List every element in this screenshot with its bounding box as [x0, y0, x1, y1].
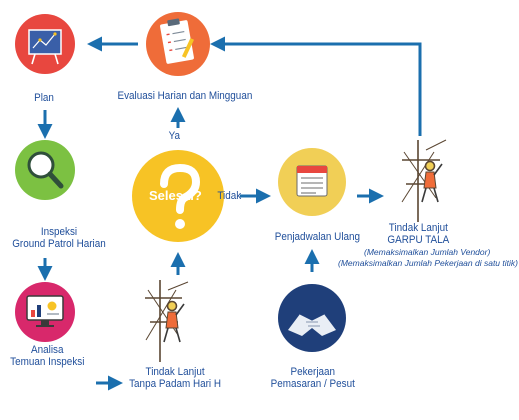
garpu-note-vendor: (Memaksimalkan Jumlah Vendor) — [364, 247, 491, 257]
pekerjaan-label: Pekerjaan Pemasaran / Pesut — [271, 366, 355, 390]
garpu-label: Tindak Lanjut GARPU TALA — [387, 222, 449, 246]
penjadwalan-node — [278, 148, 346, 216]
analisa-label-line2: Temuan Inspeksi — [10, 356, 85, 368]
evaluasi-label: Evaluasi Harian dan Mingguan — [117, 90, 253, 102]
lineman-tower-icon — [145, 280, 189, 362]
calendar-note-icon — [296, 165, 328, 197]
penjadwalan-label: Penjadwalan Ulang — [274, 231, 361, 243]
clipboard-checklist-icon — [160, 18, 195, 64]
inspeksi-label: Inspeksi Ground Patrol Harian — [12, 226, 106, 250]
analisa-node — [15, 282, 75, 342]
magnifier-icon — [27, 151, 64, 189]
pekerjaan-node — [278, 284, 346, 352]
plan-node — [15, 14, 75, 74]
edge-label-ya: Ya — [168, 130, 181, 142]
garpu-node — [401, 139, 447, 222]
tindak-padam-label: Tindak Lanjut Tanpa Padam Hari H — [129, 366, 221, 390]
garpu-label-line1: Tindak Lanjut — [388, 222, 448, 234]
selesai-label: Selesai? — [149, 188, 202, 203]
plan-label: Plan — [34, 92, 54, 104]
monitor-analysis-icon — [26, 295, 64, 327]
analisa-label: Analisa Temuan Inspeksi — [10, 344, 84, 368]
analisa-label-line1: Analisa — [31, 344, 64, 356]
lineman-tower-icon — [401, 139, 447, 222]
pekerjaan-label-line2: Pemasaran / Pesut — [270, 378, 355, 390]
tindak-padam-label-line1: Tindak Lanjut — [145, 366, 205, 378]
flow-arrows — [37, 36, 422, 391]
question-mark-icon — [160, 163, 201, 229]
inspeksi-label-line1: Inspeksi — [40, 226, 78, 238]
arrow-garpu-to-evaluasi — [210, 36, 422, 136]
blueprint-board-icon — [28, 29, 62, 65]
edge-label-tidak: Tidak — [217, 190, 242, 202]
pekerjaan-label-line1: Pekerjaan — [290, 366, 336, 378]
tindak-padam-node — [145, 280, 189, 362]
garpu-label-line2: GARPU TALA — [387, 234, 450, 246]
tindak-padam-label-line2: Tanpa Padam Hari H — [129, 378, 222, 390]
evaluasi-node — [146, 12, 210, 76]
inspeksi-label-line2: Ground Patrol Harian — [12, 238, 106, 250]
handshake-icon — [288, 313, 336, 336]
garpu-note-pekerjaan: (Memaksimalkan Jumlah Pekerjaan di satu … — [338, 258, 518, 268]
inspeksi-node — [15, 140, 75, 200]
selesai-node — [132, 150, 224, 242]
